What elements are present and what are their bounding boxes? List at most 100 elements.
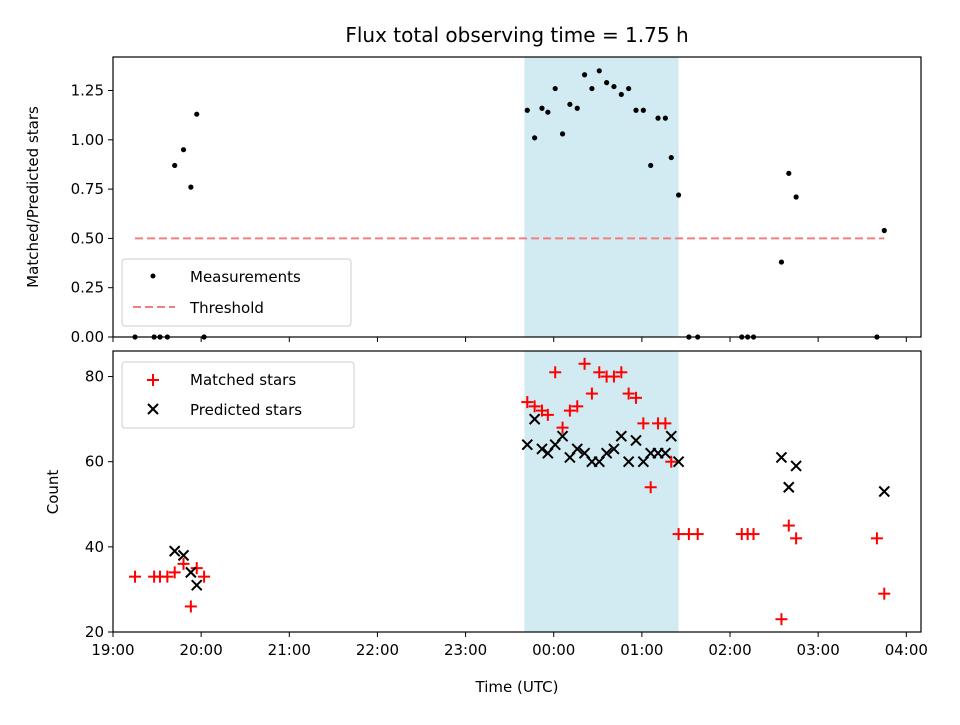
bottom-plot-layer (129, 351, 891, 632)
matched-star-point (184, 600, 197, 613)
matched-star-point (129, 570, 142, 583)
top-y-axis-label: Matched/Predicted stars (24, 106, 42, 288)
bottom-y-axis-label: Count (44, 470, 62, 515)
matched-star-point (747, 528, 760, 541)
x-tick-label: 20:00 (180, 641, 223, 659)
predicted-star-point (191, 579, 203, 591)
predicted-star-point (571, 443, 583, 455)
measurement-point (532, 135, 538, 141)
bottom-highlight-span (524, 351, 679, 632)
matched-star-point (665, 455, 678, 468)
matched-star-point (190, 562, 203, 575)
x-tick-label: 21:00 (268, 641, 311, 659)
measurement-point (633, 107, 639, 113)
predicted-star-point (608, 443, 620, 455)
matched-star-point (585, 387, 598, 400)
measurement-point (618, 91, 624, 98)
predicted-star-point (600, 447, 613, 459)
matched-star-point (607, 370, 620, 383)
measurement-point (180, 147, 187, 153)
measurement-point (778, 259, 785, 265)
matched-star-point (528, 400, 541, 413)
measurement-point (786, 170, 792, 176)
measurement-point (626, 85, 632, 92)
matched-star-point (672, 528, 685, 541)
measurement-point (676, 192, 682, 198)
legend-measurements-label: Measurements (190, 268, 301, 286)
predicted-star-point (521, 438, 533, 451)
x-tick-label: 02:00 (708, 641, 751, 659)
legend-threshold-label: Threshold (189, 299, 264, 317)
measurement-point (172, 162, 178, 169)
legend-predicted-label: Predicted stars (190, 401, 302, 419)
measurement-point (581, 72, 588, 78)
predicted-star-point (672, 455, 685, 468)
bottom-legend-box (121, 361, 355, 429)
x-tick-label: 22:00 (356, 641, 399, 659)
top-panel: 0.00 0.25 0.50 0.75 1.00 1.25 Flux total obse… (24, 23, 922, 346)
bottom-x-ticks: 19:00 20:00 21:00 22:00 23:00 00:00 01:00 02:00… (91, 632, 928, 659)
measurement-point (596, 68, 602, 74)
x-tick-label: 01:00 (620, 641, 663, 659)
predicted-star-point (185, 566, 197, 579)
matched-star-point (775, 613, 788, 626)
top-legend-box (121, 258, 352, 327)
top-y-tick-label: 0.00 (71, 328, 104, 346)
top-y-tick-label: 0.50 (71, 229, 104, 247)
measurement-point (881, 227, 887, 234)
bottom-y-ticks: 20 40 60 80 (85, 368, 113, 641)
predicted-star-point (659, 447, 672, 459)
matched-star-point (782, 519, 795, 532)
bottom-y-tick-label: 40 (85, 538, 104, 556)
matched-star-point (622, 387, 635, 400)
measurement-point (567, 101, 573, 107)
measurement-point (545, 109, 551, 115)
matched-star-point (659, 417, 672, 430)
top-y-tick-label: 1.00 (71, 131, 104, 149)
top-axes-frame (112, 56, 922, 338)
matched-star-point (549, 366, 562, 379)
legend-measurements-marker (150, 273, 156, 279)
measurement-point (524, 107, 530, 113)
predicted-star-point (622, 455, 635, 468)
predicted-star-point (528, 413, 541, 425)
top-legend: Measurements Threshold (121, 258, 352, 327)
matched-star-point (593, 366, 606, 379)
matched-star-point (563, 404, 576, 417)
matched-star-point (578, 357, 591, 370)
x-tick-label: 23:00 (444, 641, 487, 659)
predicted-star-point (168, 545, 181, 557)
predicted-star-point (783, 481, 795, 493)
x-axis-label: Time (UTC) (475, 678, 559, 696)
top-y-tick-label: 0.75 (71, 180, 104, 198)
x-tick-label: 04:00 (885, 641, 928, 659)
top-y-tick-label: 1.25 (71, 82, 104, 100)
matched-star-point (161, 570, 174, 583)
measurement-point (662, 115, 668, 121)
bottom-axes-frame (112, 350, 922, 633)
top-y-tick-label: 0.25 (71, 279, 104, 297)
chart-title: Flux total observing time = 1.75 h (345, 23, 688, 47)
predicted-star-point (177, 549, 190, 562)
top-plot-layer (132, 57, 887, 340)
measurement-point (589, 85, 595, 92)
bottom-panel: 20 40 60 80 19:00 20:00 21:00 22:00 23:00 00:00 0… (44, 350, 928, 696)
measurement-point (194, 111, 200, 117)
legend-matched-marker (147, 374, 159, 386)
bottom-y-tick-label: 80 (85, 368, 104, 386)
measurement-point (611, 83, 617, 90)
measurement-point (552, 85, 558, 92)
x-tick-label: 03:00 (797, 641, 840, 659)
legend-predicted-marker (147, 403, 159, 415)
predicted-star-point (556, 430, 569, 442)
legend-matched-label: Matched stars (190, 371, 296, 389)
matched-star-point (644, 481, 657, 494)
top-y-ticks: 0.00 0.25 0.50 0.75 1.00 1.25 (71, 82, 113, 346)
x-tick-label: 19:00 (91, 641, 134, 659)
matched-star-point (629, 391, 642, 404)
measurement-point (604, 80, 610, 86)
predicted-star-point (790, 460, 802, 472)
measurement-point (793, 194, 799, 200)
